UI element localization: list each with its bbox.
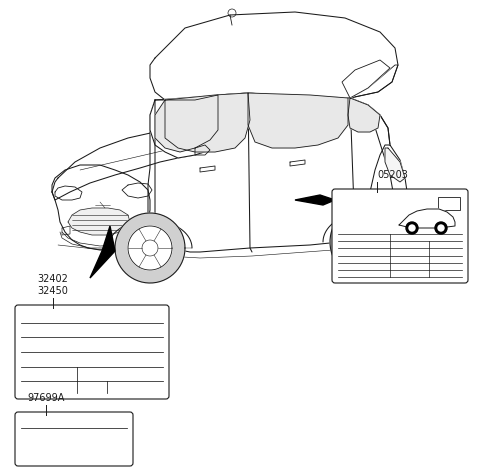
Polygon shape [399, 209, 455, 228]
FancyBboxPatch shape [15, 412, 133, 466]
Text: 05203: 05203 [378, 170, 408, 180]
Polygon shape [115, 213, 185, 283]
Polygon shape [150, 100, 218, 158]
Polygon shape [90, 226, 115, 278]
FancyBboxPatch shape [332, 189, 468, 283]
Circle shape [438, 225, 444, 231]
Polygon shape [128, 226, 172, 270]
Polygon shape [368, 145, 408, 242]
Polygon shape [344, 218, 392, 266]
Polygon shape [150, 12, 398, 103]
Polygon shape [342, 60, 390, 98]
Polygon shape [52, 126, 218, 200]
Polygon shape [248, 93, 348, 148]
Polygon shape [348, 98, 380, 132]
Polygon shape [330, 204, 406, 280]
Polygon shape [52, 165, 150, 250]
Circle shape [409, 225, 415, 231]
FancyBboxPatch shape [15, 305, 169, 399]
Polygon shape [165, 93, 250, 152]
Circle shape [406, 222, 418, 234]
Polygon shape [295, 195, 335, 205]
Polygon shape [68, 208, 130, 235]
Polygon shape [155, 95, 218, 152]
Text: 32402
32450: 32402 32450 [37, 273, 69, 296]
Text: 97699A: 97699A [27, 393, 65, 403]
Bar [438, 197, 460, 210]
Polygon shape [148, 93, 405, 252]
Polygon shape [385, 148, 405, 182]
Circle shape [435, 222, 447, 234]
